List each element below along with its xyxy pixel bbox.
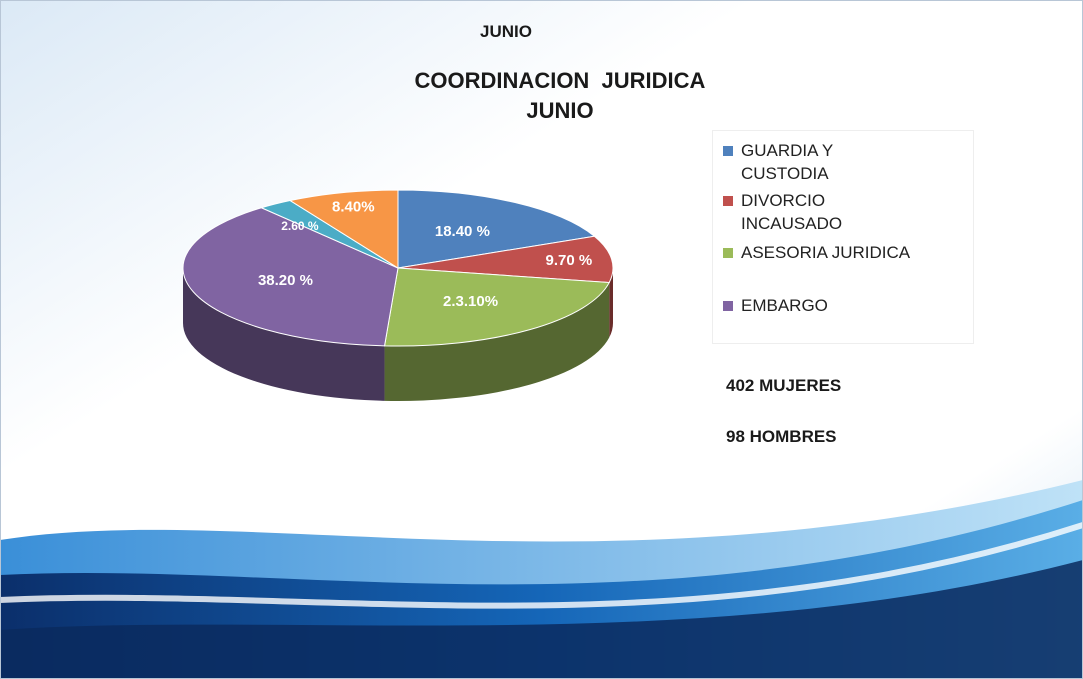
slice-side [384,282,610,402]
slice [288,189,399,269]
legend-item: GUARDIA Y CUSTODIA [723,139,871,185]
header: JUNIO [480,22,532,41]
swoosh-line [0,522,1083,609]
legend-swatch [723,301,733,311]
annotation: 98 HOMBRES [726,427,837,446]
swoosh [0,560,1083,679]
chart-title: COORDINACION JURIDICA [414,68,706,93]
legend-swatch [723,146,733,156]
legend-label: ASESORIA JURIDICA [741,243,911,262]
chart-subtitle: JUNIO [526,98,594,123]
data-label: 9.70 % [545,252,592,269]
legend-swatch [723,196,733,206]
slice-side [609,268,613,338]
annotation: 402 MUJERES [726,376,842,395]
legend-label: DIVORCIO INCAUSADO [741,191,843,233]
data-label: 2.60 % [281,219,319,233]
legend-label: EMBARGO [741,296,828,315]
slice [397,235,614,284]
data-label: 8.40% [332,199,375,216]
legend: GUARDIA Y CUSTODIA DIVORCIO INCAUSADO ASES… [712,130,974,344]
slice [383,267,611,347]
legend-label: GUARDIA Y CUSTODIA [741,141,833,183]
data-label: 2.3.10% [443,293,498,310]
slice [182,207,399,347]
legend-item: ASESORIA JURIDICA [723,241,981,264]
data-label: 38.20 % [258,272,313,289]
legend-item: DIVORCIO INCAUSADO [723,189,871,235]
data-label: 18.40 % [435,223,490,240]
slice [397,189,596,269]
legend-item: EMBARGO [723,294,981,317]
legend-swatch [723,248,733,258]
